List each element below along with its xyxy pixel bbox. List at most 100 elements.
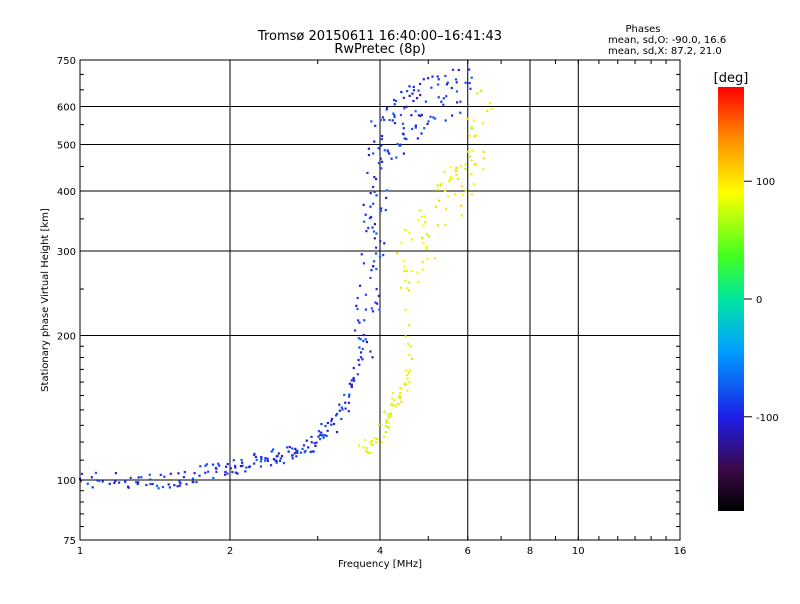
data-point xyxy=(369,276,372,280)
data-point xyxy=(293,452,296,455)
data-point xyxy=(391,404,394,407)
data-point xyxy=(240,458,243,462)
data-point xyxy=(365,340,369,344)
data-point xyxy=(225,465,228,468)
phases-mean-o: mean, sd,O: -90.0, 16.6 xyxy=(608,35,726,46)
data-point xyxy=(275,459,278,462)
data-point xyxy=(373,176,376,179)
data-point xyxy=(377,423,381,426)
data-point xyxy=(440,100,443,103)
data-point xyxy=(272,448,275,451)
data-point xyxy=(307,446,310,449)
x-tick-label: 8 xyxy=(527,546,533,557)
data-point xyxy=(371,185,375,189)
data-point xyxy=(302,444,306,447)
data-point xyxy=(217,462,220,465)
data-point xyxy=(94,471,97,475)
data-point xyxy=(470,159,473,162)
data-point xyxy=(371,356,374,359)
data-point xyxy=(255,458,258,461)
data-point xyxy=(406,389,409,392)
data-point xyxy=(260,456,263,459)
data-point xyxy=(482,157,485,160)
phases-mean-x: mean, sd,X: 87.2, 21.0 xyxy=(608,46,722,57)
data-point xyxy=(334,414,338,417)
data-point xyxy=(402,259,405,263)
data-point xyxy=(378,308,381,311)
data-point xyxy=(453,193,457,196)
data-point xyxy=(270,450,273,453)
data-point xyxy=(383,410,386,413)
data-point xyxy=(373,140,376,143)
data-point xyxy=(224,470,227,474)
data-point xyxy=(176,485,179,488)
data-point xyxy=(314,444,317,448)
data-point xyxy=(447,180,451,183)
data-point xyxy=(399,143,402,146)
data-point xyxy=(466,117,469,120)
data-point xyxy=(443,189,447,192)
data-point xyxy=(431,75,434,78)
data-point xyxy=(476,92,479,95)
data-point xyxy=(335,430,339,434)
data-point xyxy=(239,464,243,468)
data-point xyxy=(486,109,489,113)
data-point xyxy=(344,407,347,410)
y-tick-label: 600 xyxy=(57,103,76,114)
data-point xyxy=(385,108,388,111)
data-point xyxy=(286,446,289,449)
data-point xyxy=(352,376,355,380)
data-point xyxy=(405,137,408,141)
y-tick-label: 200 xyxy=(57,332,76,343)
data-point xyxy=(421,260,424,264)
data-point xyxy=(382,253,385,257)
data-point xyxy=(372,230,376,233)
data-point xyxy=(323,434,326,437)
data-point xyxy=(459,164,463,168)
data-point xyxy=(393,114,396,117)
data-point xyxy=(394,99,398,103)
data-point xyxy=(357,337,360,340)
data-point xyxy=(343,393,346,396)
data-point xyxy=(315,441,318,444)
data-point xyxy=(481,122,484,125)
data-point xyxy=(437,78,440,81)
data-point xyxy=(282,462,286,465)
data-point xyxy=(404,228,407,232)
data-point xyxy=(412,89,416,92)
data-point xyxy=(326,421,330,425)
data-point xyxy=(378,255,382,258)
data-point xyxy=(472,149,475,152)
data-point xyxy=(416,271,419,274)
data-point xyxy=(388,118,391,122)
data-point xyxy=(370,440,373,443)
data-point xyxy=(416,280,420,283)
data-point xyxy=(320,431,323,434)
data-point xyxy=(275,461,278,464)
data-point xyxy=(347,395,351,398)
data-point xyxy=(407,371,411,374)
data-point xyxy=(380,167,383,170)
data-point xyxy=(374,252,378,255)
data-point xyxy=(241,464,244,467)
data-point xyxy=(294,447,297,450)
data-point xyxy=(369,205,372,208)
data-point xyxy=(373,223,377,226)
data-point xyxy=(161,485,165,489)
data-point xyxy=(365,230,368,233)
data-point xyxy=(400,400,403,403)
data-point xyxy=(427,120,430,123)
data-point xyxy=(375,232,378,235)
data-point xyxy=(361,347,364,351)
data-point xyxy=(341,408,344,411)
data-point xyxy=(86,482,89,485)
data-point xyxy=(377,294,381,298)
data-point xyxy=(148,473,151,476)
data-point xyxy=(387,413,390,416)
data-point xyxy=(387,426,390,429)
data-point xyxy=(404,308,407,311)
data-point xyxy=(363,319,366,322)
data-point xyxy=(369,451,372,454)
data-point xyxy=(384,208,387,212)
data-point xyxy=(442,97,445,100)
